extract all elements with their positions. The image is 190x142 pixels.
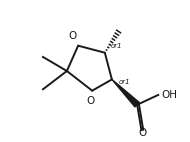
Text: O: O xyxy=(87,96,95,106)
Text: O: O xyxy=(68,31,77,41)
Text: O: O xyxy=(139,128,147,138)
Text: or1: or1 xyxy=(119,79,131,85)
Text: OH: OH xyxy=(161,90,177,100)
Polygon shape xyxy=(112,79,139,107)
Text: or1: or1 xyxy=(110,43,122,49)
